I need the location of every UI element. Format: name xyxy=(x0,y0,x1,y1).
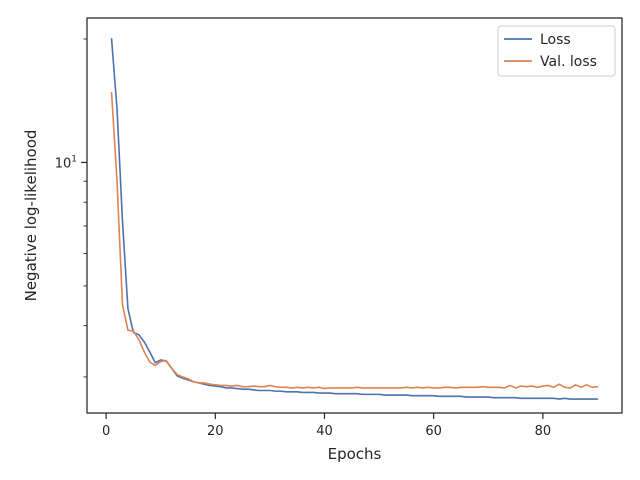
legend: Loss Val. loss xyxy=(497,25,616,77)
plot-frame xyxy=(86,17,623,414)
legend-label: Loss xyxy=(540,32,571,48)
y-axis: 101 xyxy=(55,38,87,378)
y-axis-title: Negative log-likelihood xyxy=(22,130,40,302)
y-tick-exponent: 1 xyxy=(71,154,77,164)
x-tick-label: 80 xyxy=(535,424,552,439)
x-tick-label: 60 xyxy=(425,424,442,439)
x-tick-label: 0 xyxy=(102,424,110,439)
y-tick-label: 101 xyxy=(55,154,77,171)
series-line-0 xyxy=(110,38,599,400)
x-axis-title: Epochs xyxy=(328,445,382,463)
x-tick-label: 20 xyxy=(207,424,224,439)
series-line-1 xyxy=(110,91,599,390)
plot-area xyxy=(86,17,623,414)
x-tick-label: 40 xyxy=(316,424,333,439)
legend-label: Val. loss xyxy=(540,54,597,70)
y-tick-base: 10 xyxy=(55,156,72,171)
x-axis: 0 20 40 60 80 xyxy=(102,413,551,439)
